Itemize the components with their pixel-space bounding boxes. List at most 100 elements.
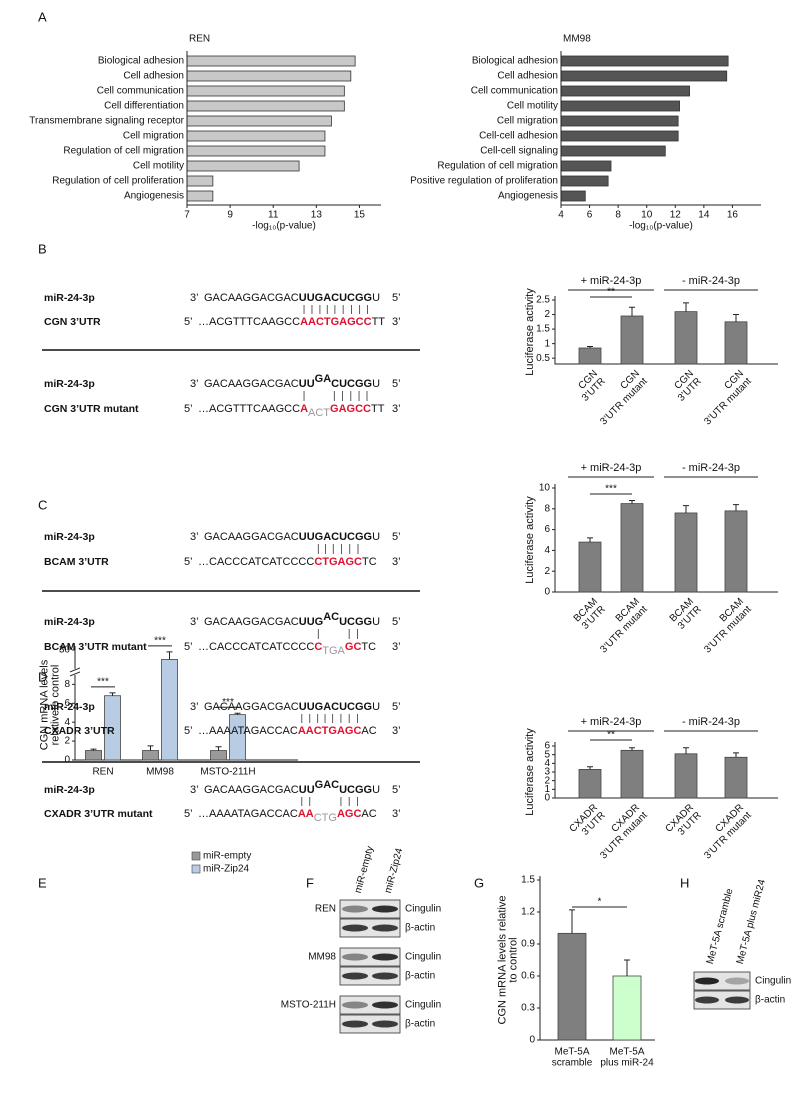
bar [724, 510, 748, 593]
x-axis-label: -log₁₀(p-value) [629, 221, 693, 232]
error-bar [569, 909, 575, 934]
category-label: Transmembrane signaling receptor [29, 116, 184, 127]
sequence-segment: A [300, 403, 308, 415]
strand-end: 5’ [184, 641, 193, 653]
blot-strip [339, 1014, 401, 1034]
error-bar [683, 302, 689, 312]
significance-label: *** [605, 484, 617, 495]
group-label: - miR-24-3p [682, 275, 740, 287]
sequence: …CACCCATCATCCCCCTGAGCTC [198, 556, 377, 568]
bar [186, 190, 214, 202]
sequence-segment: U [372, 616, 380, 628]
bar [560, 85, 690, 97]
lane-label: miR-Zip24 [383, 847, 406, 895]
sample-label: REN [315, 904, 336, 915]
blot-strip [339, 899, 401, 919]
category-label: Regulation of cell migration [437, 161, 558, 172]
chart-title: REN [189, 34, 210, 45]
sequence-segment: …AAAATAGACCAC [198, 725, 298, 737]
group-label: - miR-24-3p [682, 716, 740, 728]
strand-end: 3’ [190, 531, 199, 543]
bar [724, 756, 748, 799]
sequence: …ACGTTTCAAGCCAACTGAGCCTT [198, 403, 385, 419]
strand-end: 5’ [392, 292, 401, 304]
bar [620, 749, 644, 799]
panel-label: D [38, 669, 47, 684]
blot-strip [339, 918, 401, 938]
band-label: Cingulin [405, 952, 441, 963]
category-label: Regulation of cell migration [63, 146, 184, 157]
category-label: Regulation of cell proliferation [52, 176, 184, 187]
panel-label: H [680, 875, 689, 890]
axis-break-mark [69, 667, 81, 677]
panel-label: C [38, 497, 47, 512]
y-axis-label-line: Luciferase activity [524, 288, 536, 376]
sequence: GACAAGGACGACUUGACUCGGU [204, 779, 380, 796]
bar [560, 70, 728, 82]
blot-strip [339, 947, 401, 967]
y-tick-label: 0 [544, 587, 550, 598]
y-tick-label: 6 [544, 524, 550, 535]
bar [612, 975, 642, 1041]
bar [186, 145, 326, 157]
band-label: Cingulin [405, 904, 441, 915]
blot-band [342, 953, 368, 961]
legend-label: miR-empty [203, 851, 251, 862]
lane-label: MeT-5A plus miR24 [735, 878, 768, 966]
sequence: GACAAGGACGACUUGACUCGGU [204, 531, 380, 543]
bar [186, 160, 300, 172]
y-tick-label: 5 [544, 749, 550, 760]
y-tick-label: 8 [64, 679, 70, 690]
blot-band [342, 972, 368, 980]
category-label: scramble [552, 1058, 593, 1069]
group-label: + miR-24-3p [581, 462, 642, 474]
sequence: GACAAGGACGACUUGACUCGGU [204, 701, 380, 713]
blot-strip [693, 990, 751, 1010]
blot-band [342, 1020, 368, 1028]
bar [674, 753, 698, 799]
x-tick-label: 11 [268, 210, 279, 221]
error-bar [733, 314, 739, 322]
blot-band [695, 977, 719, 985]
y-tick-label: 0.9 [521, 939, 535, 950]
bar [560, 160, 612, 172]
strand-end: 5’ [392, 378, 401, 390]
category-label: MeT-5A [554, 1047, 589, 1058]
target-label: BCAM 3’UTR [44, 556, 109, 568]
blot-band [372, 972, 398, 980]
sequence-segment: UUG [299, 616, 323, 628]
sequence-segment: UCGG [339, 616, 372, 628]
category-label: Angiogenesis [124, 191, 184, 202]
strand-end: 3’ [392, 808, 401, 820]
y-tick-label: 6 [64, 698, 70, 709]
category-label: Positive regulation of proliferation [410, 176, 558, 187]
bar [560, 55, 729, 67]
category-label: REN [92, 767, 113, 778]
sample-label: MM98 [308, 952, 336, 963]
blot-strip [339, 966, 401, 986]
bar [186, 115, 332, 127]
strand-end: 3’ [392, 556, 401, 568]
bar [186, 175, 214, 187]
strand-end: 5’ [184, 316, 193, 328]
panel-label: A [38, 9, 47, 24]
x-tick-label: 7 [184, 210, 190, 221]
lane-label: miR-empty [353, 845, 376, 895]
y-tick-label: 0 [529, 1035, 535, 1046]
error-bar [587, 766, 593, 770]
sequence-segment: …ACGTTTCAAGCC [198, 316, 300, 328]
mirna-label: miR-24-3p [44, 378, 95, 390]
sequence-segment: AA [298, 808, 314, 820]
category-label: Cell communication [97, 86, 184, 97]
x-tick-label: 10 [641, 210, 653, 221]
blot-band [372, 1001, 398, 1009]
sequence-segment: U [372, 378, 380, 390]
error-bar [629, 306, 635, 316]
mirna-label: miR-24-3p [44, 701, 95, 713]
error-bar [587, 537, 593, 543]
